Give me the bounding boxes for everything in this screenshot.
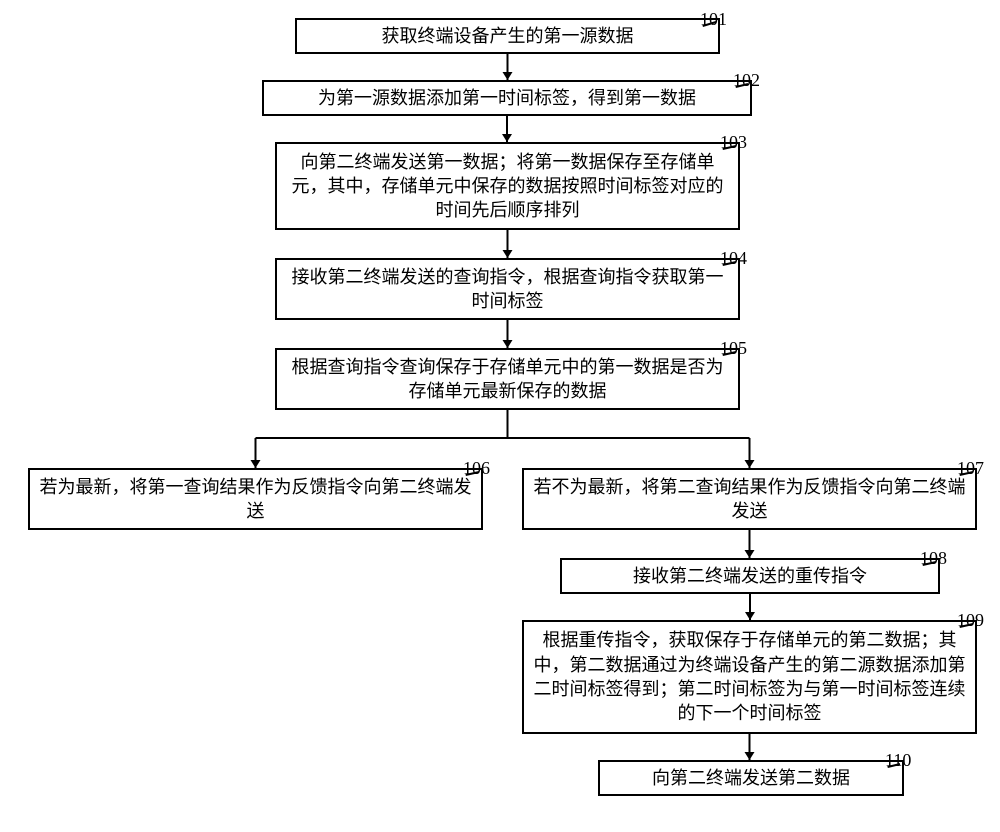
label-109: 109	[957, 610, 984, 631]
step-101-text: 获取终端设备产生的第一源数据	[382, 24, 634, 48]
step-106: 若为最新，将第一查询结果作为反馈指令向第二终端发送	[28, 468, 483, 530]
step-105-text: 根据查询指令查询保存于存储单元中的第一数据是否为存储单元最新保存的数据	[285, 355, 730, 404]
label-102: 102	[733, 70, 760, 91]
label-105: 105	[720, 338, 747, 359]
flowchart-canvas: 获取终端设备产生的第一源数据 为第一源数据添加第一时间标签，得到第一数据 向第二…	[0, 0, 1000, 832]
step-109-text: 根据重传指令，获取保存于存储单元的第二数据；其中，第二数据通过为终端设备产生的第…	[532, 628, 967, 725]
label-106: 106	[463, 458, 490, 479]
step-102: 为第一源数据添加第一时间标签，得到第一数据	[262, 80, 752, 116]
step-109: 根据重传指令，获取保存于存储单元的第二数据；其中，第二数据通过为终端设备产生的第…	[522, 620, 977, 734]
label-101: 101	[700, 9, 727, 30]
step-103: 向第二终端发送第一数据；将第一数据保存至存储单元，其中，存储单元中保存的数据按照…	[275, 142, 740, 230]
step-106-text: 若为最新，将第一查询结果作为反馈指令向第二终端发送	[38, 475, 473, 524]
step-107: 若不为最新，将第二查询结果作为反馈指令向第二终端发送	[522, 468, 977, 530]
label-107: 107	[957, 458, 984, 479]
label-104: 104	[720, 248, 747, 269]
step-110-text: 向第二终端发送第二数据	[652, 766, 850, 790]
step-105: 根据查询指令查询保存于存储单元中的第一数据是否为存储单元最新保存的数据	[275, 348, 740, 410]
step-110: 向第二终端发送第二数据	[598, 760, 904, 796]
step-108: 接收第二终端发送的重传指令	[560, 558, 940, 594]
step-104: 接收第二终端发送的查询指令，根据查询指令获取第一时间标签	[275, 258, 740, 320]
label-103: 103	[720, 132, 747, 153]
step-108-text: 接收第二终端发送的重传指令	[633, 564, 867, 588]
step-107-text: 若不为最新，将第二查询结果作为反馈指令向第二终端发送	[532, 475, 967, 524]
step-103-text: 向第二终端发送第一数据；将第一数据保存至存储单元，其中，存储单元中保存的数据按照…	[285, 150, 730, 223]
label-110: 110	[885, 750, 911, 771]
label-108: 108	[920, 548, 947, 569]
step-102-text: 为第一源数据添加第一时间标签，得到第一数据	[318, 86, 696, 110]
step-101: 获取终端设备产生的第一源数据	[295, 18, 720, 54]
step-104-text: 接收第二终端发送的查询指令，根据查询指令获取第一时间标签	[285, 265, 730, 314]
